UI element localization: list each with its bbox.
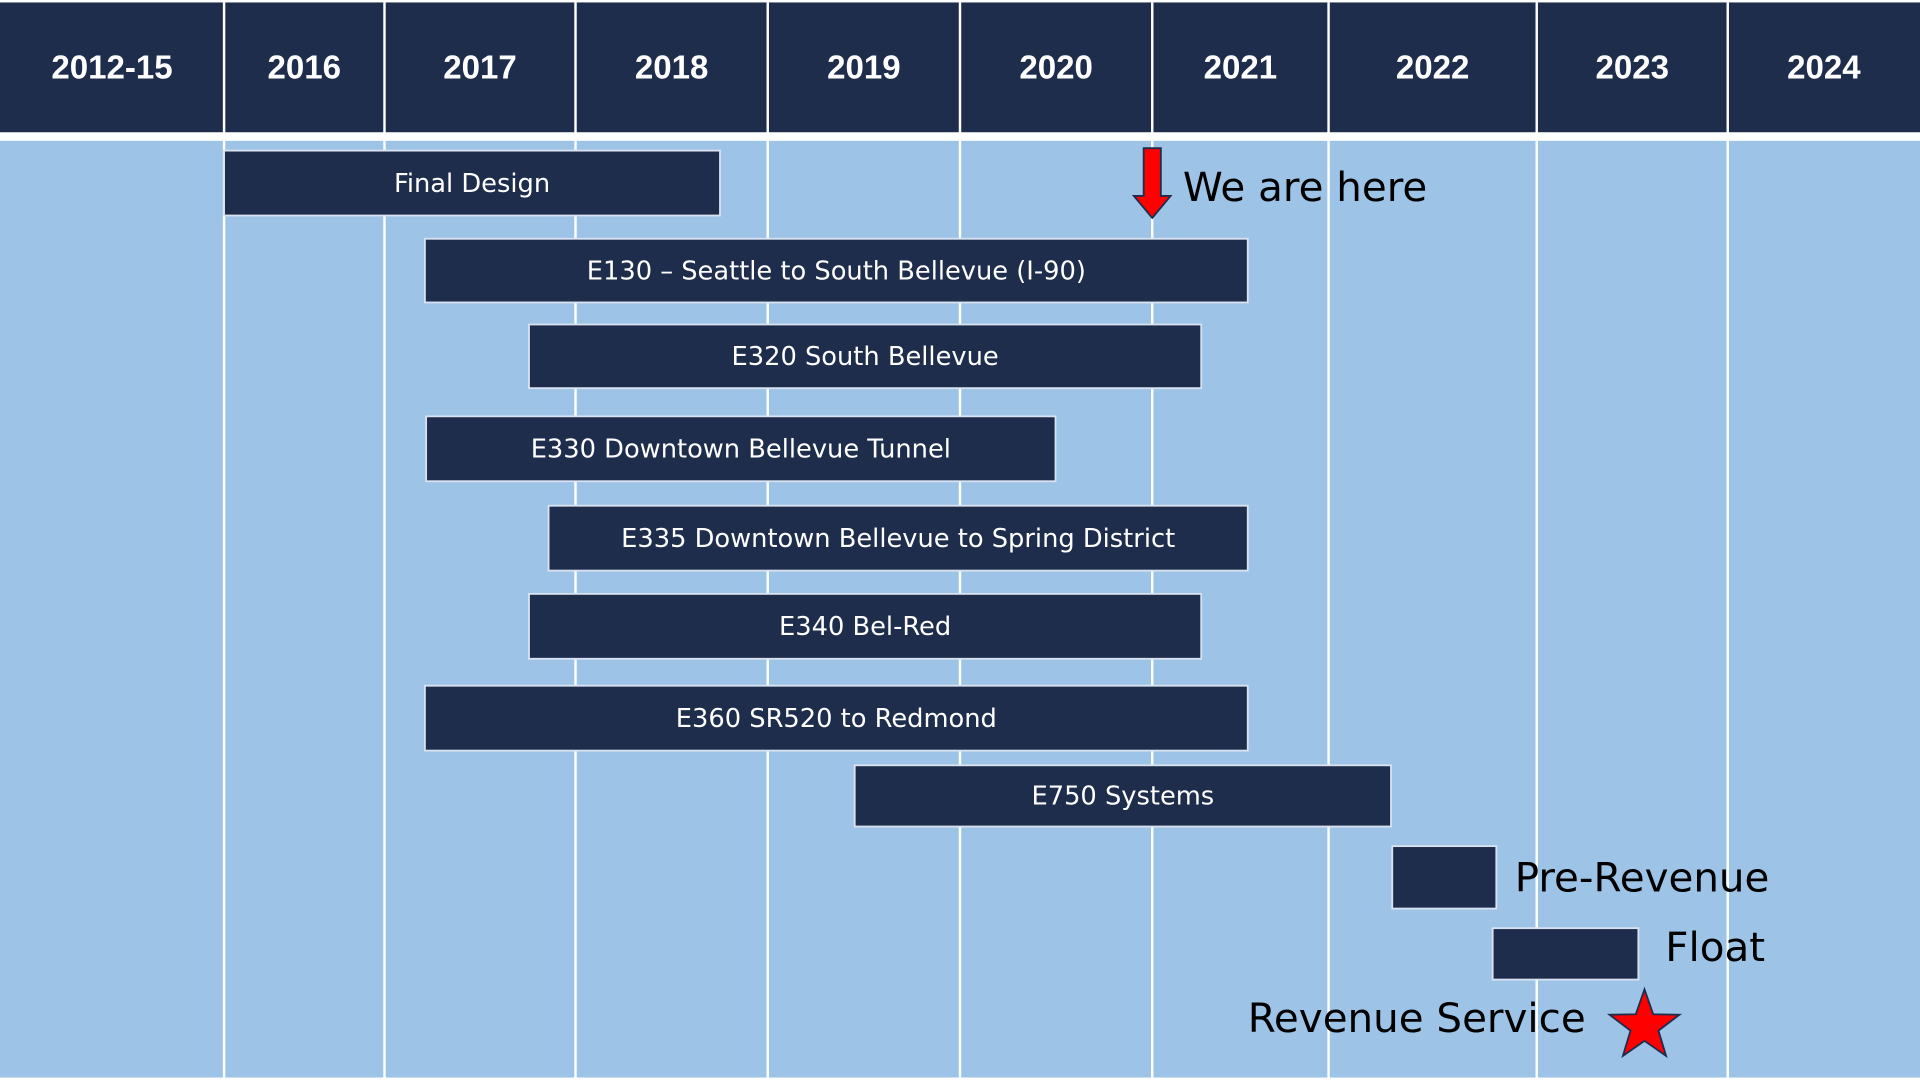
column-header: 2023 <box>1595 50 1669 87</box>
marker-arrow <box>1131 147 1173 220</box>
task-label: E750 Systems <box>1031 782 1214 812</box>
column-header: 2017 <box>443 50 517 87</box>
task-bar <box>425 415 1057 483</box>
marker-label: We are here <box>1183 163 1427 211</box>
column-header: 2016 <box>268 50 342 87</box>
milestone-box <box>1391 845 1498 910</box>
column-header: 2020 <box>1019 50 1093 87</box>
task-bar <box>528 323 1203 390</box>
column-header: 2019 <box>827 50 901 87</box>
task-bar <box>423 684 1249 752</box>
task-label: E340 Bel-Red <box>779 612 951 642</box>
task-bar <box>853 764 1392 828</box>
milestone-label: Float <box>1665 923 1765 971</box>
task-label: E330 Downtown Bellevue Tunnel <box>531 435 951 465</box>
column-header: 2018 <box>635 50 709 87</box>
task-label: E360 SR520 to Redmond <box>676 704 997 734</box>
task-bar <box>223 149 721 217</box>
task-bar <box>547 504 1249 572</box>
task-label: E130 – Seattle to South Bellevue (I-90) <box>587 256 1086 286</box>
milestone-label: Revenue Service <box>1248 994 1586 1042</box>
task-bar <box>423 237 1249 304</box>
column-header: 2021 <box>1204 50 1278 87</box>
milestone-label: Pre-Revenue <box>1515 853 1770 901</box>
task-label: E335 Downtown Bellevue to Spring Distric… <box>621 524 1175 554</box>
milestone-star <box>1606 986 1683 1059</box>
task-label: E320 South Bellevue <box>732 342 999 372</box>
task-label: Final Design <box>394 169 550 199</box>
task-bar <box>528 592 1203 660</box>
column-header: 2024 <box>1787 50 1861 87</box>
column-header: 2012-15 <box>51 50 172 87</box>
milestone-box <box>1491 927 1640 981</box>
column-header: 2022 <box>1396 50 1470 87</box>
